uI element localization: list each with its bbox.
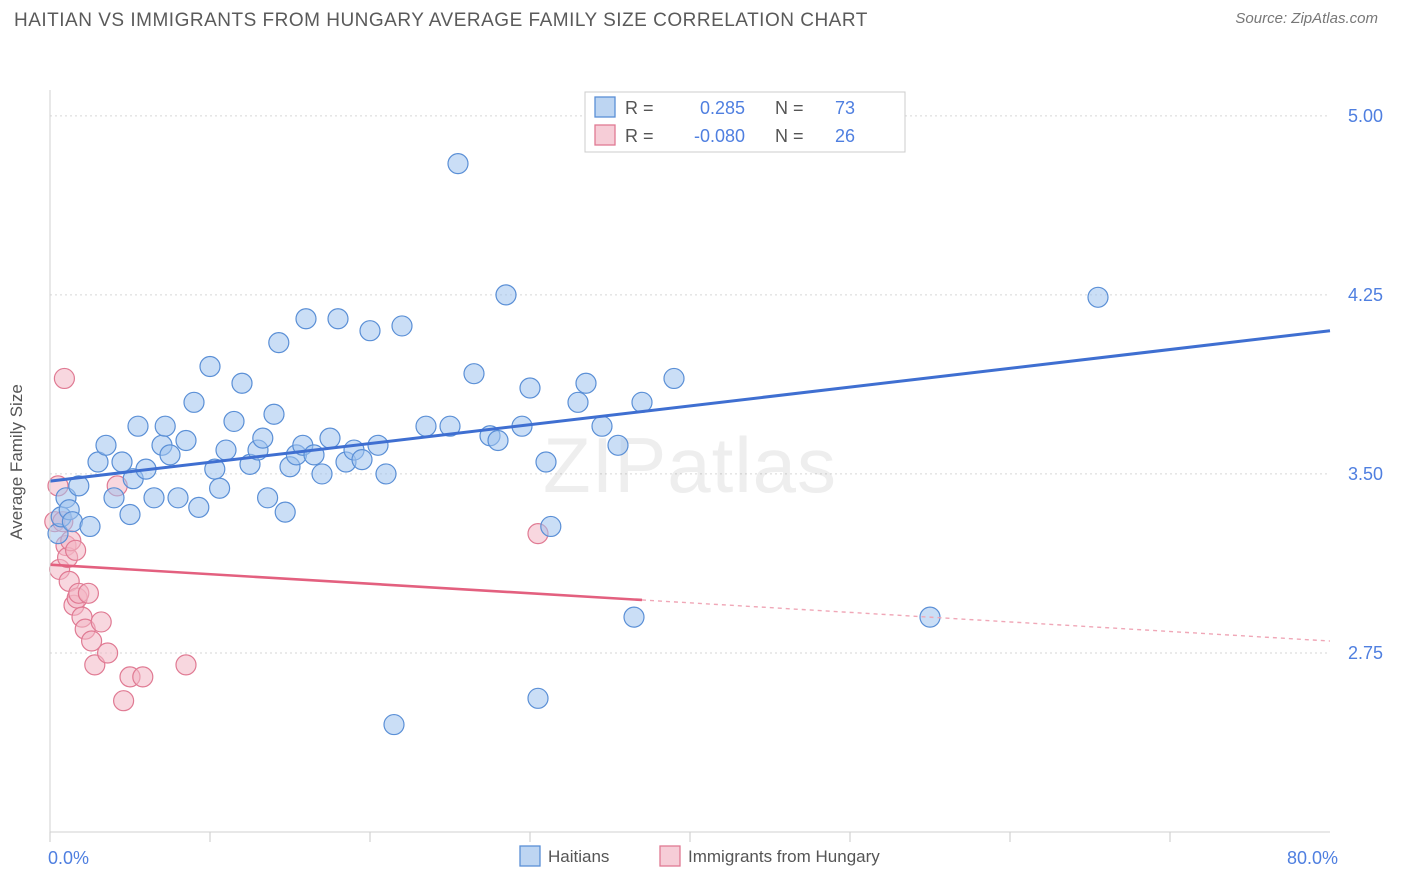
scatter-point: [184, 392, 204, 412]
scatter-point: [328, 309, 348, 329]
scatter-point: [320, 428, 340, 448]
scatter-point: [576, 373, 596, 393]
scatter-point: [189, 497, 209, 517]
watermark: ZIPatlas: [543, 421, 837, 509]
scatter-point: [368, 435, 388, 455]
correlation-scatter-chart: 2.75 3.50 4.25 5.00 ZIPatlas Average Family S…: [0, 32, 1406, 882]
legend-r-value: 0.285: [700, 98, 745, 118]
x-axis-end-label: 80.0%: [1287, 848, 1338, 868]
y-tick-label: 5.00: [1348, 106, 1383, 126]
scatter-point: [133, 667, 153, 687]
source-prefix: Source:: [1235, 10, 1291, 27]
legend-n-value: 26: [835, 126, 855, 146]
scatter-point: [54, 368, 74, 388]
scatter-point: [168, 488, 188, 508]
scatter-point: [232, 373, 252, 393]
scatter-point: [96, 435, 116, 455]
series-legend-label: Immigrants from Hungary: [688, 847, 880, 866]
scatter-point: [216, 440, 236, 460]
scatter-point: [91, 612, 111, 632]
scatter-point: [448, 154, 468, 174]
scatter-point: [155, 416, 175, 436]
scatter-point: [541, 516, 561, 536]
scatter-point: [488, 431, 508, 451]
scatter-point: [269, 333, 289, 353]
scatter-point: [536, 452, 556, 472]
source-name: ZipAtlas.com: [1291, 10, 1378, 27]
scatter-point: [464, 364, 484, 384]
legend-r-label: R =: [625, 98, 654, 118]
y-axis-title: Average Family Size: [7, 384, 26, 540]
scatter-point: [296, 309, 316, 329]
source-attribution: Source: ZipAtlas.com: [1235, 10, 1378, 27]
scatter-point: [528, 688, 548, 708]
scatter-point: [376, 464, 396, 484]
scatter-point: [114, 691, 134, 711]
scatter-point: [253, 428, 273, 448]
legend-swatch: [595, 125, 615, 145]
scatter-point: [210, 478, 230, 498]
scatter-point: [98, 643, 118, 663]
scatter-point: [384, 715, 404, 735]
legend-r-value: -0.080: [694, 126, 745, 146]
series-legend-swatch: [520, 846, 540, 866]
scatter-point: [312, 464, 332, 484]
scatter-point: [224, 411, 244, 431]
scatter-point: [144, 488, 164, 508]
scatter-point: [360, 321, 380, 341]
y-tick-label: 3.50: [1348, 464, 1383, 484]
trend-line-extrapolated: [642, 600, 1330, 641]
y-tick-label: 4.25: [1348, 285, 1383, 305]
scatter-point: [275, 502, 295, 522]
scatter-point: [78, 583, 98, 603]
scatter-point: [104, 488, 124, 508]
scatter-point: [160, 445, 180, 465]
series-legend-swatch: [660, 846, 680, 866]
scatter-point: [624, 607, 644, 627]
scatter-point: [1088, 287, 1108, 307]
scatter-point: [66, 540, 86, 560]
legend-n-label: N =: [775, 98, 804, 118]
series-legend-label: Haitians: [548, 847, 609, 866]
trend-line: [50, 565, 642, 600]
scatter-point: [520, 378, 540, 398]
x-axis-start-label: 0.0%: [48, 848, 89, 868]
scatter-point: [200, 357, 220, 377]
scatter-point: [568, 392, 588, 412]
scatter-point: [352, 450, 372, 470]
scatter-point: [128, 416, 148, 436]
scatter-point: [608, 435, 628, 455]
scatter-point: [80, 516, 100, 536]
scatter-point: [258, 488, 278, 508]
scatter-point: [264, 404, 284, 424]
scatter-point: [176, 655, 196, 675]
scatter-point: [392, 316, 412, 336]
legend-swatch: [595, 97, 615, 117]
scatter-point: [496, 285, 516, 305]
page-title: HAITIAN VS IMMIGRANTS FROM HUNGARY AVERA…: [14, 10, 868, 32]
scatter-point: [592, 416, 612, 436]
scatter-point: [176, 431, 196, 451]
legend-n-label: N =: [775, 126, 804, 146]
legend-r-label: R =: [625, 126, 654, 146]
scatter-point: [62, 512, 82, 532]
scatter-point: [120, 505, 140, 525]
legend-n-value: 73: [835, 98, 855, 118]
scatter-point: [416, 416, 436, 436]
scatter-point: [664, 368, 684, 388]
y-tick-label: 2.75: [1348, 643, 1383, 663]
